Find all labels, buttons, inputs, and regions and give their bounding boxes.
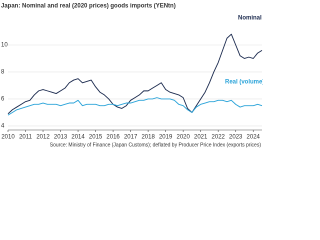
- x-tick-label: 2016: [106, 135, 120, 141]
- x-tick-label: 2015: [89, 135, 103, 141]
- x-tick-label: 2014: [71, 135, 85, 141]
- y-tick-label: 6: [1, 97, 5, 103]
- y-tick-label: 8: [1, 70, 5, 76]
- y-tick-label: 4: [1, 124, 5, 130]
- source: Source: Ministry of Finance (Japan Custo…: [50, 142, 262, 148]
- x-tick-label: 2010: [1, 135, 15, 141]
- series-label: Nominal: [238, 16, 262, 22]
- x-tick-label: 2023: [229, 135, 243, 141]
- line-series: [7, 33, 263, 115]
- x-tick-label: 2017: [124, 135, 138, 141]
- series-label: Real (volume): [225, 80, 263, 86]
- chart: Japan: Nominal and real (2020 prices) go…: [1, 4, 263, 149]
- line-series: [7, 97, 263, 116]
- x-tick-label: 2013: [54, 135, 68, 141]
- x-tick-label: 2019: [159, 135, 173, 141]
- x-tick-label: 2022: [212, 135, 226, 141]
- chart-title: Japan: Nominal and real (2020 prices) go…: [1, 4, 176, 10]
- x-tick-label: 2018: [141, 135, 155, 141]
- x-tick-label: 2024: [247, 135, 261, 141]
- x-tick-label: 2011: [19, 135, 33, 141]
- x-tick-label: 2012: [36, 135, 50, 141]
- x-tick-label: 2020: [176, 135, 190, 141]
- y-tick-label: 10: [1, 43, 8, 49]
- x-tick-label: 2021: [194, 135, 208, 141]
